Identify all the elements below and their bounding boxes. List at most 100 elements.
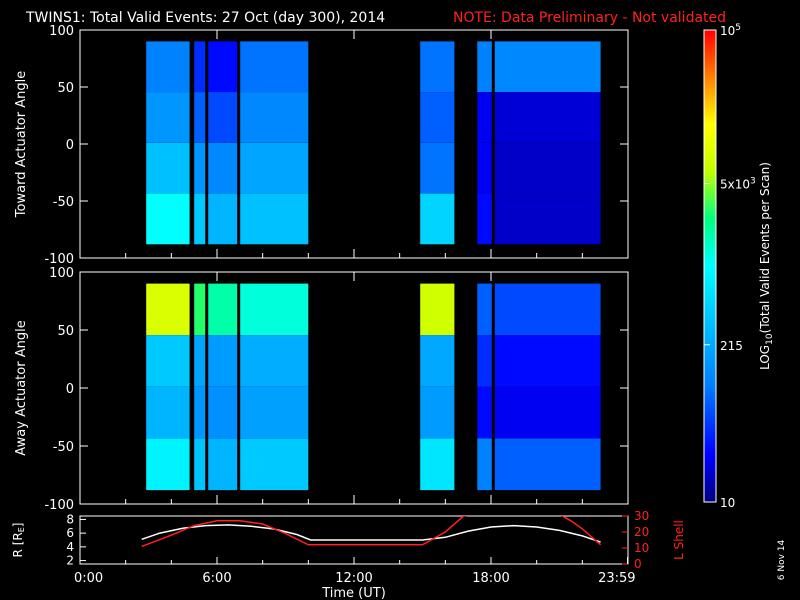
time-tick-label: 0:00	[74, 571, 103, 586]
away-cell	[494, 283, 601, 336]
r-distance-line	[141, 524, 601, 543]
toward-cell	[494, 92, 601, 143]
r-axis-tick-label: 4	[66, 540, 74, 554]
away-cell	[146, 283, 190, 336]
toward-cell	[477, 142, 493, 194]
colorbar-tick-base: 215	[720, 339, 743, 353]
colorbar-tick-exponent: 3	[750, 177, 756, 187]
toward-heatmap-panel: 100 50 0 -50 -100 Toward Actuator Angle	[14, 24, 629, 267]
colorbar-ticks: 105 5x103 215 10	[704, 23, 756, 510]
r-axis-label-text: R [R	[11, 532, 25, 557]
away-cell	[194, 386, 206, 439]
toward-axes: 100 50 0 -50 -100	[44, 24, 629, 267]
away-cell	[494, 335, 601, 387]
away-cell	[207, 335, 238, 387]
away-cell	[477, 386, 493, 439]
colorbar-tick-base: 5x10	[720, 178, 750, 192]
away-cell	[494, 438, 601, 491]
away-heatmap-cells	[146, 283, 601, 491]
toward-cell	[239, 41, 309, 93]
toward-cell	[239, 142, 309, 194]
colorbar-tick-label: 10	[720, 496, 735, 510]
r-axis-label-sub: E	[17, 527, 26, 532]
toward-cell	[239, 92, 309, 143]
time-tick-label: 23:59	[598, 571, 635, 586]
colorbar-tick-base: 10	[720, 496, 735, 510]
toward-y-tick-label: 50	[57, 81, 74, 96]
toward-cell	[194, 41, 206, 93]
toward-y-label: Toward Actuator Angle	[14, 71, 29, 218]
away-axes: 100 50 0 -50 -100	[44, 266, 629, 513]
away-y-tick-label: 100	[49, 266, 74, 281]
away-cell	[239, 386, 309, 439]
away-cell	[420, 386, 455, 439]
toward-cell	[420, 92, 455, 143]
away-cell	[477, 335, 493, 387]
lshell-axis-tick-label: 30	[634, 509, 649, 523]
preliminary-note: NOTE: Data Preliminary - Not validated	[453, 10, 726, 26]
r-axis-tick-label: 6	[66, 526, 74, 540]
colorbar-label-log: LOG	[758, 345, 772, 370]
toward-cell	[494, 142, 601, 194]
orbit-lines	[141, 516, 602, 548]
colorbar-label-sub: 10	[765, 333, 775, 345]
lshell-axis-tick-label: 20	[634, 525, 649, 539]
toward-y-tick-label: 0	[66, 138, 74, 153]
toward-cell	[477, 193, 493, 245]
away-y-tick-label: 0	[66, 382, 74, 397]
toward-y-tick-label: -50	[53, 195, 74, 210]
away-cell	[239, 438, 309, 491]
away-cell	[494, 386, 601, 439]
away-y-tick-label: 50	[57, 324, 74, 339]
toward-cell	[146, 92, 190, 143]
r-axis-label: R [RE]	[11, 523, 26, 558]
colorbar-tick-exponent: 5	[735, 23, 741, 33]
away-y-tick-label: -100	[44, 498, 74, 513]
away-y-tick-label: -50	[53, 440, 74, 455]
toward-cell	[207, 193, 238, 245]
away-heatmap-panel: 100 50 0 -50 -100 Away Actuator Angle	[14, 266, 629, 513]
away-cell	[207, 283, 238, 336]
toward-cell	[146, 193, 190, 245]
toward-cell	[477, 41, 493, 93]
away-cell	[207, 438, 238, 491]
away-cell	[146, 386, 190, 439]
time-tick-label: 12:00	[335, 571, 372, 586]
away-cell	[420, 335, 455, 387]
toward-y-tick-label: -100	[44, 252, 74, 267]
away-cell	[420, 283, 455, 336]
r-axis-label-end: ]	[11, 523, 25, 528]
colorbar-label: LOG10(Total Valid Events per Scan)	[758, 162, 775, 370]
time-tick-label: 6:00	[202, 571, 231, 586]
colorbar-tick-label: 5x103	[720, 177, 756, 192]
lshell-axis-tick-label: 10	[634, 541, 649, 555]
toward-cell	[194, 142, 206, 194]
toward-cell	[194, 193, 206, 245]
away-cell	[239, 283, 309, 336]
toward-cell	[194, 92, 206, 143]
toward-cell	[207, 41, 238, 93]
toward-cell	[420, 193, 455, 245]
toward-cell	[146, 142, 190, 194]
time-tick-label: 18:00	[472, 571, 509, 586]
away-cell	[194, 438, 206, 491]
away-cell	[146, 335, 190, 387]
toward-cell	[420, 142, 455, 194]
toward-cell	[146, 41, 190, 93]
colorbar-tick-label: 215	[720, 339, 743, 353]
r-axis-tick-label: 2	[66, 554, 74, 568]
lshell-line	[141, 516, 602, 548]
away-cell	[239, 335, 309, 387]
toward-y-tick-label: 100	[49, 24, 74, 39]
toward-cell	[477, 92, 493, 143]
away-cell	[207, 386, 238, 439]
away-cell	[420, 438, 455, 491]
colorbar-tick-label: 105	[720, 23, 741, 38]
toward-cell	[420, 41, 455, 93]
r-axis-tick-label: 8	[66, 512, 74, 526]
time-axis-label: Time (UT)	[321, 586, 386, 600]
away-cell	[477, 283, 493, 336]
